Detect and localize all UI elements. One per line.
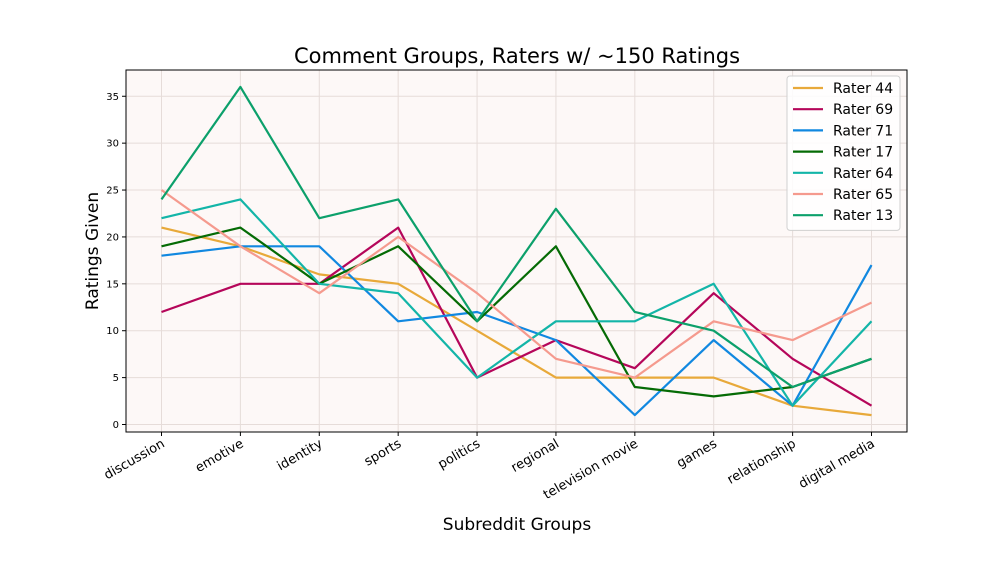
x-tick-label: sports (362, 436, 405, 469)
legend-entry: Rater 17 (833, 145, 893, 161)
y-tick-label: 10 (106, 326, 119, 337)
y-axis: 0 5 10 15 20 25 30 35 (106, 92, 126, 431)
y-tick-label: 25 (106, 186, 119, 197)
y-tick-label: 15 (106, 279, 119, 290)
x-tick-label: politics (436, 436, 484, 472)
y-tick-label: 35 (106, 92, 119, 103)
x-tick-label: games (674, 436, 720, 471)
y-tick-label: 5 (113, 373, 119, 384)
x-tick-label: identity (275, 436, 326, 474)
y-axis-label: Ratings Given (83, 192, 103, 310)
x-tick-label: relationship (725, 436, 799, 487)
series-line-rater-69 (161, 226, 873, 407)
series-lines (160, 85, 873, 417)
y-tick-label: 0 (113, 420, 119, 431)
x-tick-label: digital media (796, 436, 877, 492)
x-tick-label: emotive (193, 436, 246, 475)
series-line-rater-17 (161, 226, 872, 398)
series-line-rater-13 (160, 85, 872, 389)
chart-title: Comment Groups, Raters w/ ~150 Ratings (294, 44, 740, 68)
x-tick-label: discussion (102, 436, 168, 483)
grid (126, 70, 907, 432)
plot-frame (125, 69, 908, 433)
legend-entry: Rater 13 (833, 208, 893, 224)
legend-entry: Rater 65 (833, 187, 893, 203)
series-line-rater-65 (160, 189, 872, 379)
x-axis: discussion emotive identity sports politics r… (102, 432, 878, 503)
legend-entry: Rater 71 (833, 123, 893, 139)
y-tick-label: 20 (106, 232, 119, 243)
legend-entry: Rater 44 (833, 81, 893, 97)
series-line-rater-64 (161, 198, 873, 407)
y-tick-label: 30 (106, 139, 119, 150)
x-tick-label: regional (509, 436, 562, 475)
legend: Rater 44 Rater 69 Rater 71 Rater 17 Rater 64… (786, 75, 901, 231)
legend-box (786, 75, 901, 231)
legend-entry: Rater 69 (833, 102, 893, 118)
x-axis-label: Subreddit Groups (443, 515, 592, 535)
legend-entry: Rater 64 (833, 166, 893, 182)
